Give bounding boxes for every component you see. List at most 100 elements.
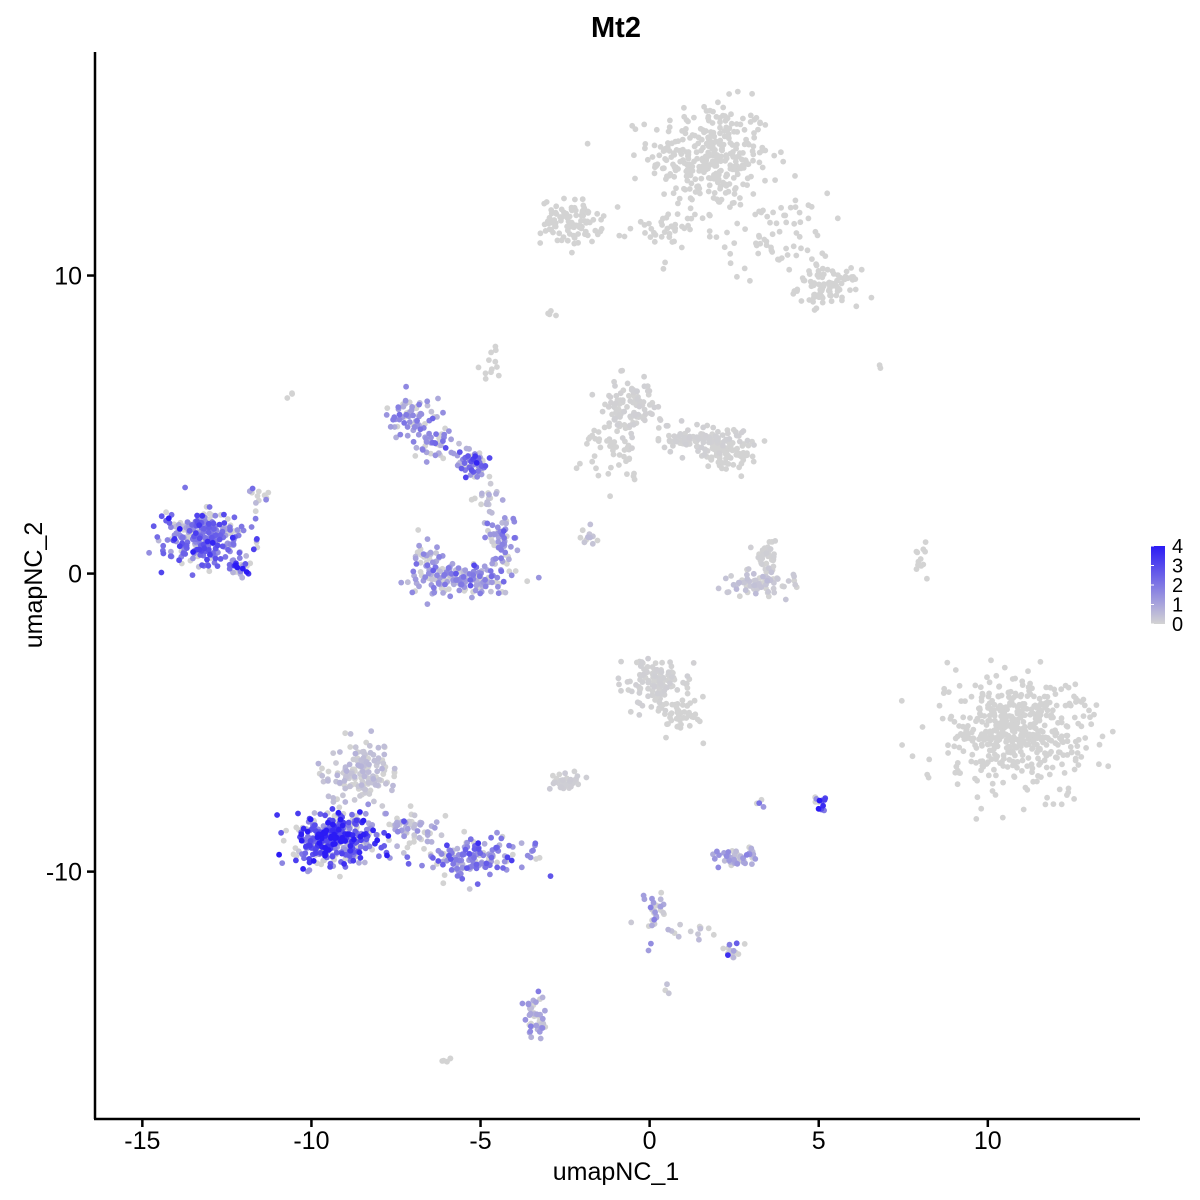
cell-point-c7 xyxy=(726,436,733,442)
cell-point-c5 xyxy=(648,225,655,232)
cell-point-c5 xyxy=(662,259,668,266)
cell-point-c22 xyxy=(973,816,980,822)
cell-point-c15 xyxy=(442,445,449,451)
cell-point-c17 xyxy=(506,556,512,563)
cell-point-c34 xyxy=(730,954,737,961)
cell-point-c16 xyxy=(476,573,483,580)
cell-point-c32 xyxy=(542,1007,548,1014)
cell-point-c17 xyxy=(508,543,514,550)
cell-point-c10 xyxy=(234,527,241,533)
cell-point-c8 xyxy=(745,442,752,449)
cell-point-c23 xyxy=(615,675,622,682)
cell-point-c28 xyxy=(416,834,423,841)
cell-point-c1 xyxy=(724,115,731,122)
cell-point-c4 xyxy=(541,200,548,207)
cell-point-c27 xyxy=(438,851,445,857)
cell-point-c7 xyxy=(725,430,731,437)
cell-point-c16 xyxy=(469,594,475,601)
cell-point-c16 xyxy=(502,589,509,596)
cell-point-c2 xyxy=(812,228,819,235)
cell-point-c1 xyxy=(724,172,731,178)
cell-point-c28 xyxy=(407,803,414,809)
cell-point-c10 xyxy=(208,534,215,541)
cell-point-c22 xyxy=(1010,758,1016,765)
cell-point-c22 xyxy=(936,702,943,709)
cell-point-c22 xyxy=(961,736,968,742)
cell-point-c20 xyxy=(791,573,797,580)
cell-point-c5 xyxy=(669,239,676,245)
cell-point-c1 xyxy=(707,175,714,182)
cell-point-c6 xyxy=(649,411,655,418)
cell-point-c17 xyxy=(514,547,521,554)
cell-point-c16 xyxy=(498,568,505,575)
cell-point-c2 xyxy=(805,215,812,222)
cell-point-c22 xyxy=(909,753,916,760)
cell-point-c7 xyxy=(719,432,726,438)
cell-point-c22 xyxy=(1040,739,1046,746)
cell-point-c23 xyxy=(628,688,635,695)
cell-point-c13 xyxy=(414,417,420,424)
cell-point-c22 xyxy=(1037,746,1043,753)
cell-point-c22 xyxy=(1099,733,1106,740)
cell-point-c15 xyxy=(432,440,439,447)
cell-point-c22 xyxy=(1061,770,1068,776)
cell-point-c1 xyxy=(696,168,703,174)
cell-point-c3 xyxy=(868,294,875,301)
cell-point-c1 xyxy=(665,128,672,135)
cell-point-c10 xyxy=(206,568,213,575)
cell-point-c25 xyxy=(300,866,306,872)
cell-point-c7 xyxy=(702,432,709,439)
cell-point-c20 xyxy=(742,587,749,594)
cell-point-c16 xyxy=(404,579,411,586)
cell-point-c23 xyxy=(667,659,673,666)
cell-point-c6 xyxy=(614,422,621,428)
cell-point-c25 xyxy=(373,831,380,838)
cell-point-c44 xyxy=(665,990,672,997)
cell-point-c1 xyxy=(734,141,740,148)
cell-point-c5 xyxy=(647,234,654,241)
cell-point-c28 xyxy=(383,810,389,817)
cell-point-c9 xyxy=(616,462,622,468)
cell-point-c7 xyxy=(738,429,745,436)
cell-point-c30 xyxy=(733,848,739,855)
cell-point-c8 xyxy=(733,451,740,458)
cell-point-c4 xyxy=(537,230,544,237)
cell-point-c7 xyxy=(698,444,705,451)
cell-point-c23 xyxy=(662,707,669,714)
cell-point-c4 xyxy=(558,206,565,213)
cell-point-c32 xyxy=(539,994,546,1001)
cell-point-c28 xyxy=(394,828,401,835)
cell-point-c22 xyxy=(986,679,993,686)
cell-point-c17 xyxy=(484,520,491,527)
cell-point-c3 xyxy=(838,280,845,287)
cell-point-c1 xyxy=(677,158,684,165)
cell-point-c3 xyxy=(819,265,826,272)
cell-point-c22 xyxy=(1062,702,1069,709)
cell-point-c26 xyxy=(330,750,337,756)
cell-point-c13 xyxy=(393,434,399,441)
cell-point-c26 xyxy=(391,765,398,772)
cell-point-c22 xyxy=(945,689,952,695)
cell-point-c24 xyxy=(664,721,670,728)
cell-point-c24 xyxy=(679,702,686,708)
cell-point-c1 xyxy=(728,111,734,118)
cell-point-c26 xyxy=(346,761,353,768)
cell-point-c12 xyxy=(249,485,256,492)
cell-point-c37 xyxy=(482,375,489,382)
cell-point-c25 xyxy=(304,828,311,835)
cell-point-c13 xyxy=(396,411,403,418)
cell-point-c22 xyxy=(1010,749,1016,756)
cell-point-c36 xyxy=(577,534,584,541)
cell-point-c33 xyxy=(816,797,823,804)
cell-point-c1 xyxy=(744,175,751,182)
cell-point-c9 xyxy=(589,458,596,465)
cell-point-c26 xyxy=(342,799,349,805)
cell-point-c16 xyxy=(448,570,455,577)
cell-point-c25 xyxy=(339,834,346,841)
cell-point-c8 xyxy=(727,441,733,447)
cell-point-c10 xyxy=(204,556,210,563)
cell-point-c10 xyxy=(179,534,186,541)
cell-point-c22 xyxy=(940,690,947,696)
cell-point-c25 xyxy=(322,812,328,819)
cell-point-c25 xyxy=(374,837,381,844)
